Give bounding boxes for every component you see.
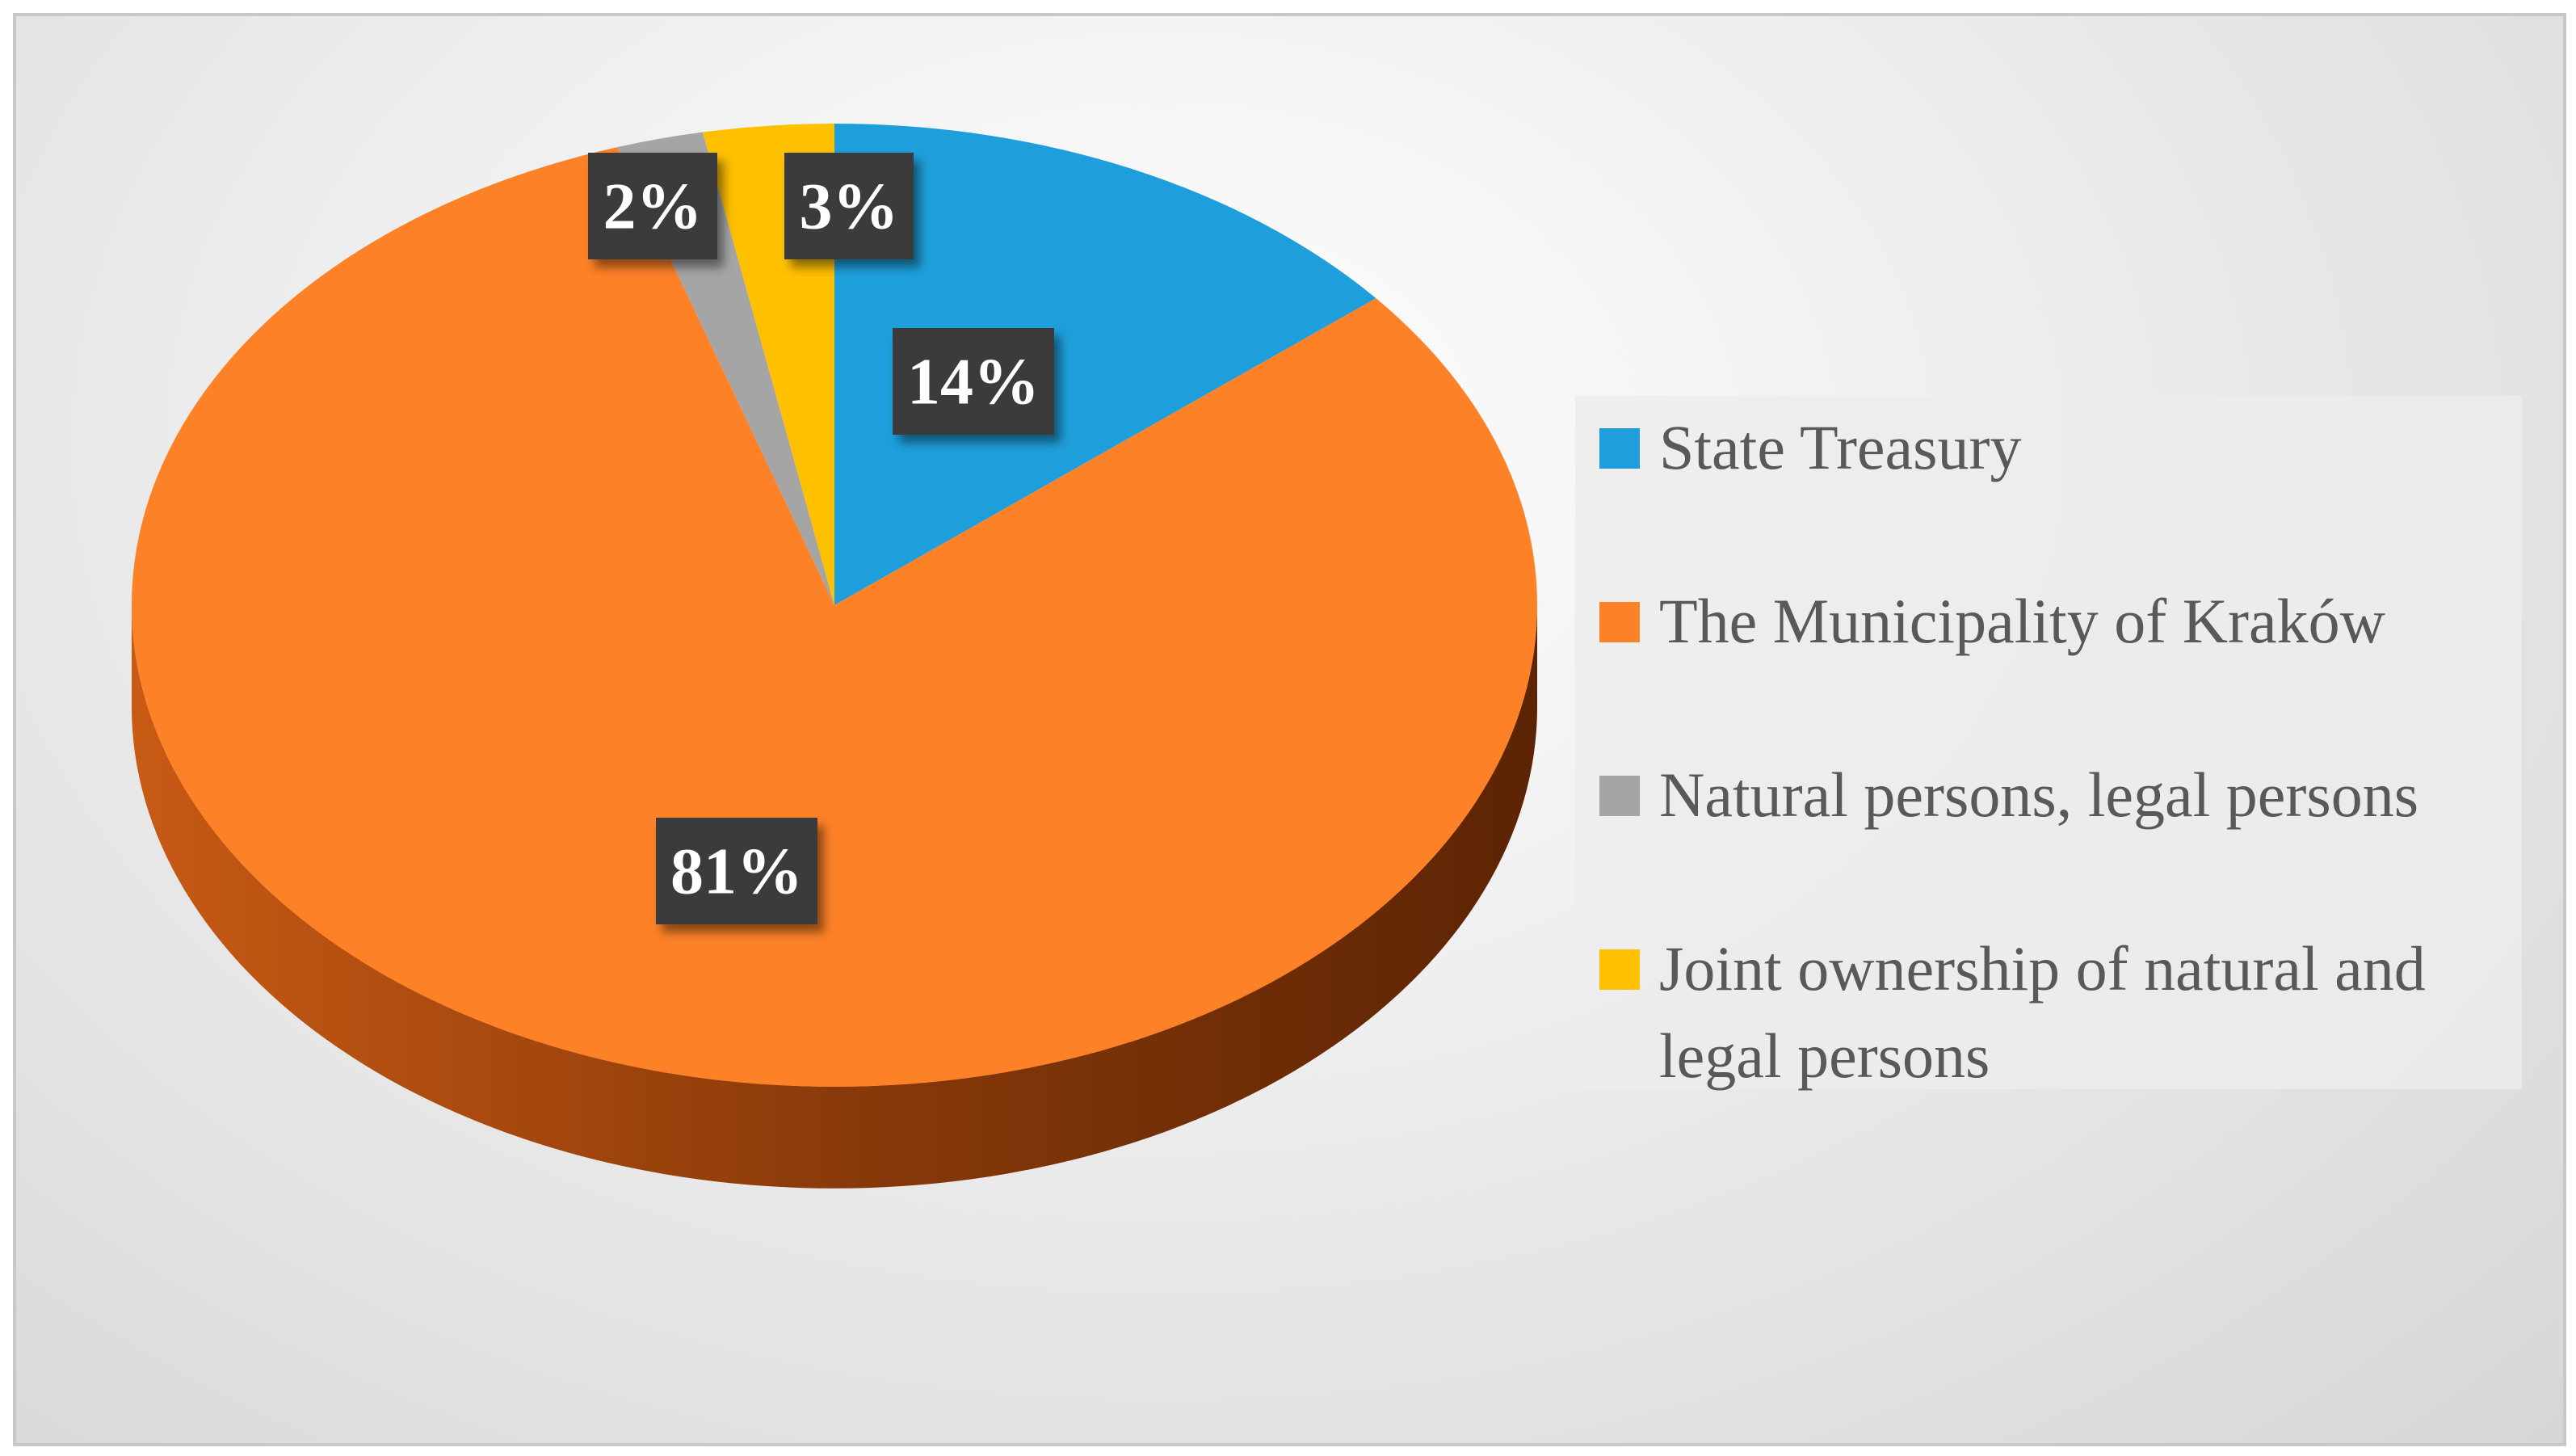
legend-swatch [1599, 428, 1640, 469]
data-label-box [893, 328, 1054, 435]
pie-slice [132, 147, 1538, 1087]
legend-item: Joint ownership of natural and legal per… [1599, 925, 2504, 1100]
data-label: 3% [800, 170, 899, 243]
legend-item: Natural persons, legal persons [1599, 751, 2504, 839]
pie-side [132, 605, 1537, 1189]
legend-label: State Treasury [1659, 412, 2022, 482]
data-label: 81% [670, 835, 803, 908]
legend-swatch [1599, 949, 1640, 990]
legend-swatch [1599, 776, 1640, 816]
legend-label: Joint ownership of natural and legal per… [1659, 933, 2426, 1091]
legend-label: Natural persons, legal persons [1659, 760, 2419, 830]
legend: State Treasury The Municipality of Kraków… [1575, 396, 2522, 1091]
data-label-box [588, 153, 717, 259]
pie-slice [834, 124, 1376, 605]
data-label-box [784, 153, 914, 259]
legend-swatch [1599, 602, 1640, 642]
data-label-box [656, 818, 817, 924]
legend-item: The Municipality of Kraków [1599, 578, 2504, 665]
data-label: 14% [907, 345, 1040, 419]
legend-label: The Municipality of Kraków [1659, 586, 2385, 656]
legend-item: State Treasury [1599, 404, 2504, 491]
data-label: 2% [603, 170, 703, 243]
